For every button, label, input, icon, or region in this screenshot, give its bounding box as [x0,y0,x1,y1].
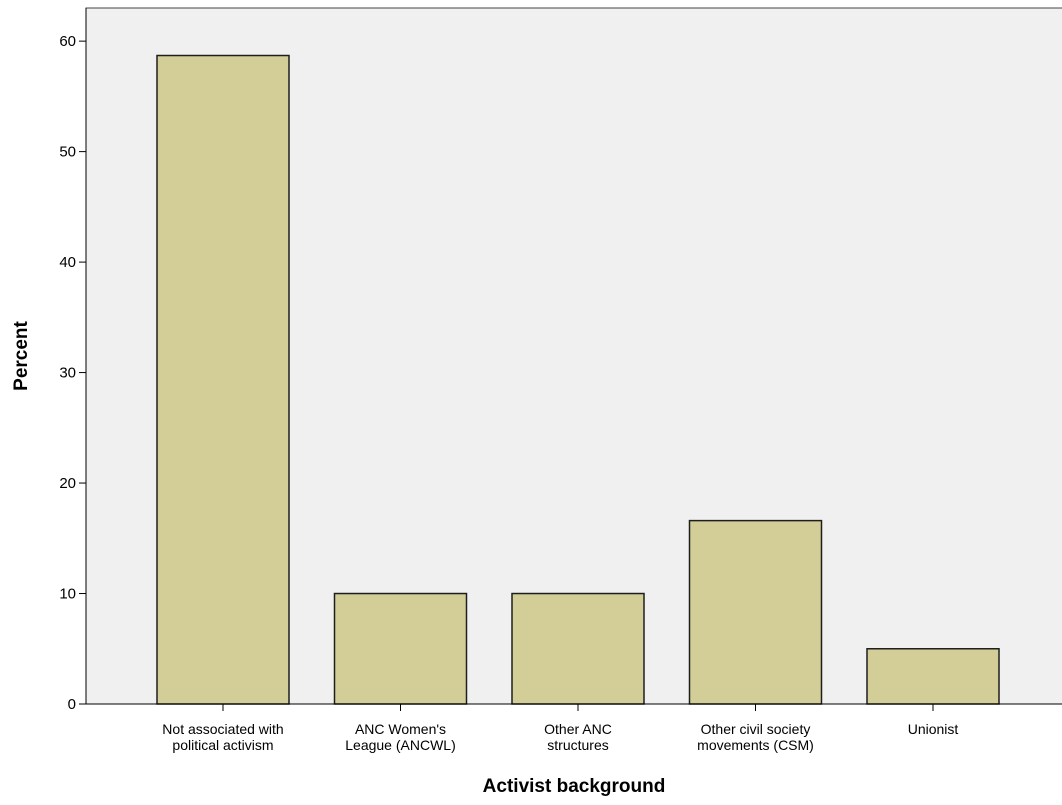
bar-1 [156,54,290,705]
x-tick-label: Other ANC structures [544,721,612,753]
x-tick-label: Unionist [908,721,959,737]
y-tick-label: 50 [59,144,76,161]
bar-5 [866,648,1000,705]
x-axis-title: Activist background [483,776,666,797]
x-tick-label: Other civil society movements (CSM) [697,721,814,753]
bar-2 [333,592,468,705]
x-tick-label: Not associated with political activism [162,721,283,753]
x-tick-label: ANC Women's League (ANCWL) [345,721,456,753]
y-tick-label: 0 [68,696,76,713]
bars [156,54,1000,705]
y-tick-label: 60 [59,33,76,50]
y-axis-title: Percent [11,320,32,390]
y-tick-label: 40 [59,254,76,271]
bar-4 [688,519,823,705]
y-tick-label: 20 [59,475,76,492]
x-axis-ticks: Not associated with political activism ANC… [162,704,958,753]
y-tick-label: 30 [59,365,76,382]
y-tick-label: 10 [59,586,76,603]
y-axis-ticks: 0 10 20 30 40 50 60 [59,33,86,713]
bar-3 [511,592,645,705]
